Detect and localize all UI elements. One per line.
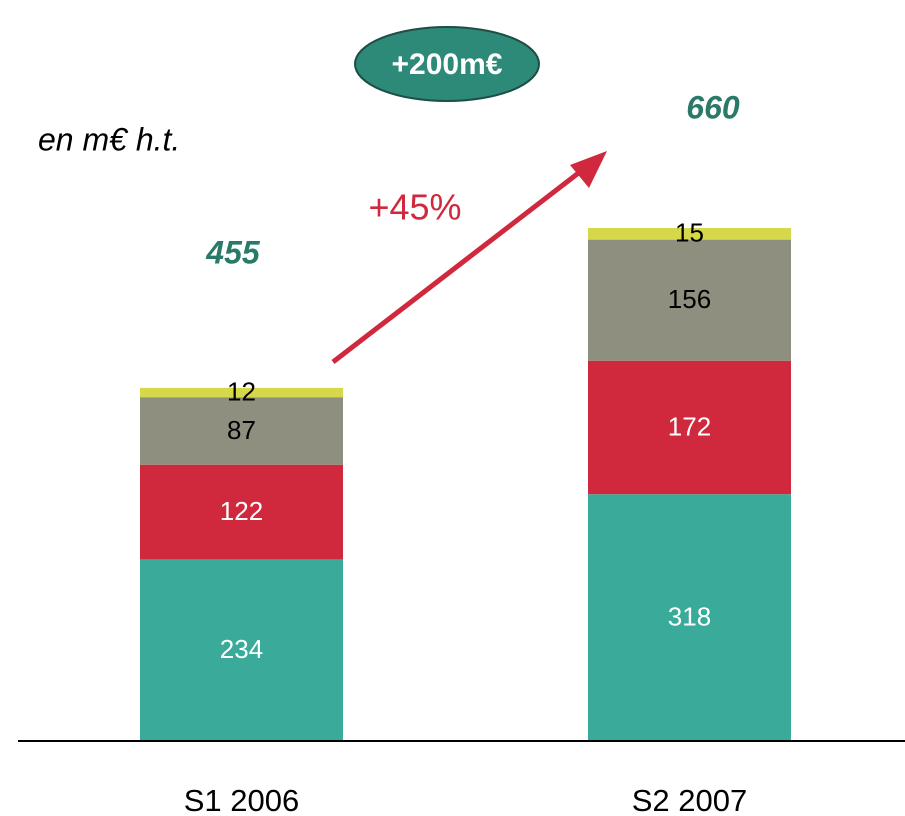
bar-segment (140, 464, 343, 560)
bar-segment (140, 397, 343, 465)
value-label: 12 (227, 376, 256, 406)
bar-segment (140, 559, 343, 741)
bar-segment (140, 387, 343, 398)
value-label: 15 (675, 218, 704, 248)
value-label: 318 (668, 601, 711, 631)
x-tick-label: S1 2006 (184, 783, 300, 816)
subtitle: en m€ h.t. (38, 121, 180, 157)
bars: 234 122 87 12 S1 2006 318 172 156 15 S2 2007 (140, 218, 791, 816)
bar-segment (588, 239, 791, 361)
badge (354, 26, 540, 102)
bar-segment (588, 494, 791, 741)
x-tick-label: S2 2007 (632, 783, 748, 816)
annotation: +200m€ (392, 48, 503, 81)
value-label: 156 (668, 284, 711, 314)
arrow-head (570, 151, 607, 188)
bar-segment (588, 228, 791, 240)
total-label: 455 (205, 234, 261, 270)
bar-segment (588, 360, 791, 495)
total-label: 660 (686, 89, 740, 125)
value-label: 234 (220, 634, 263, 664)
value-label: 172 (668, 411, 711, 441)
annotation: +45% (368, 187, 461, 228)
value-label: 122 (220, 496, 263, 526)
value-label: 87 (227, 415, 256, 445)
arrow (331, 166, 587, 364)
